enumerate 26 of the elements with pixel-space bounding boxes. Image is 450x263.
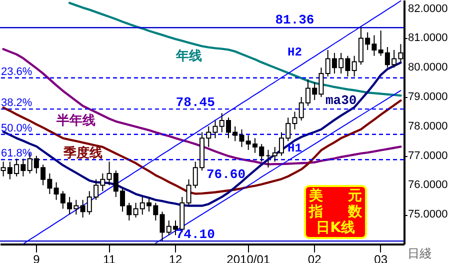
annotation: 38.2% <box>1 97 32 110</box>
annotation: 23.6% <box>1 66 32 78</box>
y-tick-label: 79.0000 <box>408 91 448 104</box>
y-tick-label: 77.0000 <box>408 150 448 162</box>
line-series <box>68 2 402 97</box>
annotation: 74.10 <box>176 227 216 242</box>
y-tick-label: 82.0000 <box>408 2 448 15</box>
series-label: H1 <box>288 142 302 156</box>
series-label: 季度线 <box>62 144 102 161</box>
series-label: 半年线 <box>56 114 96 129</box>
annotation: 61.8% <box>1 148 32 160</box>
series-label: ma30 <box>325 92 357 108</box>
y-tick-label: 76.0000 <box>408 179 448 192</box>
annotation: 76.60 <box>206 167 246 182</box>
x-axis-title: 日綫 <box>408 246 432 260</box>
annotation: 81.36 <box>275 12 314 28</box>
y-tick-label: 78.0000 <box>408 120 448 132</box>
y-tick-label: 81.0000 <box>408 32 448 44</box>
chart-title: 美元指数日K线 <box>309 188 362 236</box>
y-tick-label: 75.0000 <box>408 208 448 221</box>
annotation: 50.0% <box>1 122 32 134</box>
line-series <box>2 48 402 166</box>
annotation: 78.45 <box>176 95 216 110</box>
y-tick-label: 80.0000 <box>408 62 448 74</box>
series-label: 年线 <box>174 48 202 64</box>
series-label: H2 <box>288 45 302 60</box>
